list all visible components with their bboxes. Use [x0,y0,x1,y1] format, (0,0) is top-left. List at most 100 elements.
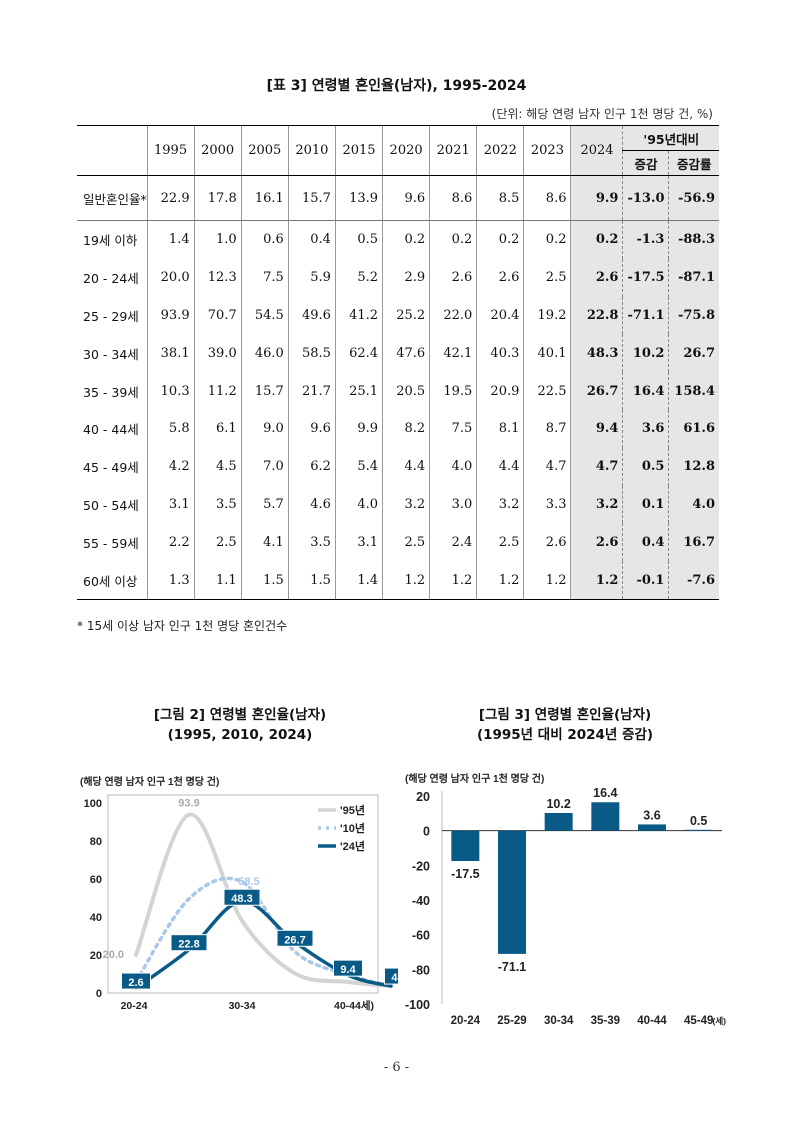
y-tick-label: 0 [423,825,430,839]
table-cell: 9.9 [570,175,623,221]
table-cell: 5.8 [146,409,195,448]
x-tick-label: 20-24 [121,1000,148,1012]
bar [684,829,713,831]
data-label: 48.3 [231,893,252,905]
table-cell: -1.3 [622,220,669,259]
table-cell: 2.6 [570,523,623,562]
table-cell: -13.0 [622,175,669,221]
data-label: 4.7 [391,972,398,984]
table-cell: 4.6 [287,485,336,524]
table-cell: 4.0 [429,447,477,486]
year-header: 2020 [382,125,430,176]
table-cell: -56.9 [668,175,719,221]
table-cell: 2.6 [523,523,571,562]
table-cell: 19.5 [429,372,477,410]
data-label-box [170,934,208,952]
table-cell: 54.5 [240,296,289,335]
table-cell: 4.0 [668,485,719,524]
table-cell: 0.2 [570,220,623,259]
table-cell: 12.8 [668,447,719,486]
table-cell: 0.4 [622,523,669,562]
data-label-box [333,959,363,977]
table-cell: 5.2 [334,258,383,297]
table-cell: 4.7 [523,447,571,486]
table-cell: 3.2 [570,485,623,524]
table-cell: 4.4 [382,447,430,486]
table-cell: 2.5 [382,523,430,562]
figure2-title-line1: [그림 2] 연령별 혼인율(남자) [153,707,327,723]
table-cell: -87.1 [668,258,719,297]
table-cell: 158.4 [668,372,719,410]
figure2-title: [그림 2] 연령별 혼인율(남자) (1995, 2010, 2024) [90,705,390,745]
row-label: 25 - 29세 [83,308,139,324]
legend-label: '95년 [340,803,365,817]
table-cell: 0.4 [287,220,336,259]
table-cell: 2.9 [382,258,430,297]
table-cell: 4.2 [146,447,195,486]
data-label: 20.0 [103,949,124,961]
bar [591,802,620,831]
row-label: 45 - 49세 [83,460,139,476]
year-header: 2022 [476,125,524,176]
row-label: 30 - 34세 [83,346,139,362]
table-cell: 9.0 [240,409,289,448]
data-label: 10.2 [546,797,570,811]
figure2-title-line2: (1995, 2010, 2024) [167,727,313,743]
y-tick-label: 20 [416,790,430,804]
y-tick-label: -100 [405,998,430,1012]
table-cell: 4.0 [334,485,383,524]
table-row: 20 - 24세 20.0 12.3 7.5 5.9 5.2 2.9 2.6 2.6 2.5 2.6… [77,258,719,297]
x-tick-label: 45-49 [684,1015,713,1027]
table-cell: -7.6 [668,561,719,600]
table-cell: 4.5 [193,447,242,486]
data-label: -17.5 [451,867,480,881]
table-cell: 16.7 [668,523,719,562]
table-cell: 8.7 [523,409,571,448]
table-unit: (단위: 해당 연령 남자 인구 1천 명당 건, %) [491,107,713,121]
x-tick-label: 30-34 [229,1000,256,1012]
table-cell: 8.6 [429,175,477,221]
table-cell: -17.5 [622,258,669,297]
change-header: 증감 [622,150,669,176]
table-cell: 3.3 [523,485,571,524]
table-cell: 16.1 [240,175,289,221]
table-cell: 26.7 [570,372,623,410]
table-cell: 3.2 [476,485,524,524]
table-cell: 22.5 [523,372,571,410]
data-label: 26.7 [284,934,305,946]
table-cell: 48.3 [570,334,623,373]
table-cell: 1.4 [334,561,383,600]
table-cell: 40.1 [523,334,571,373]
table-title: [표 3] 연령별 혼인율(남자), 1995-2024 [266,78,527,94]
data-label-box [276,929,314,947]
data-label: 9.4 [340,964,356,976]
data-label-box [223,888,261,906]
table-cell: 8.1 [476,409,524,448]
data-label: 2.6 [128,977,143,989]
x-tick-label: 20-24 [451,1015,481,1027]
y-tick-label: 40 [90,912,102,924]
table-row: 55 - 59세 2.2 2.5 4.1 3.5 3.1 2.5 2.4 2.5 2.6 2.6 0.… [77,523,719,562]
figure3-title-line2: (1995년 대비 2024년 증감) [476,727,654,743]
table-cell: 15.7 [287,175,336,221]
table-cell: -88.3 [668,220,719,259]
table-cell: 5.9 [287,258,336,297]
data-label-box [384,967,398,985]
marriage-rate-table: 1995 2000 2005 2010 2015 2020 2021 2022 2023 2024… [77,125,719,600]
unit-label: (해당 연령 남자 인구 1천 명당 건) [80,775,219,788]
table-cell: 11.2 [193,372,242,410]
table-cell: 6.1 [193,409,242,448]
table-cell: 12.3 [193,258,242,297]
year-header: 2023 [523,125,571,176]
table-cell: 0.1 [622,485,669,524]
table-cell: 5.7 [240,485,289,524]
table-cell: 4.1 [240,523,289,562]
bar [638,824,666,831]
x-tick-label: 35-39 [591,1015,620,1027]
row-label: 19세 이하 [83,233,138,249]
table-cell: 1.5 [240,561,289,600]
table-cell: 8.2 [382,409,430,448]
y-tick-label: 80 [90,836,102,848]
x-tick-label: 40-44세) [334,999,374,1012]
table-footnote: * 15세 이상 남자 인구 1천 명당 혼인건수 [77,619,288,633]
